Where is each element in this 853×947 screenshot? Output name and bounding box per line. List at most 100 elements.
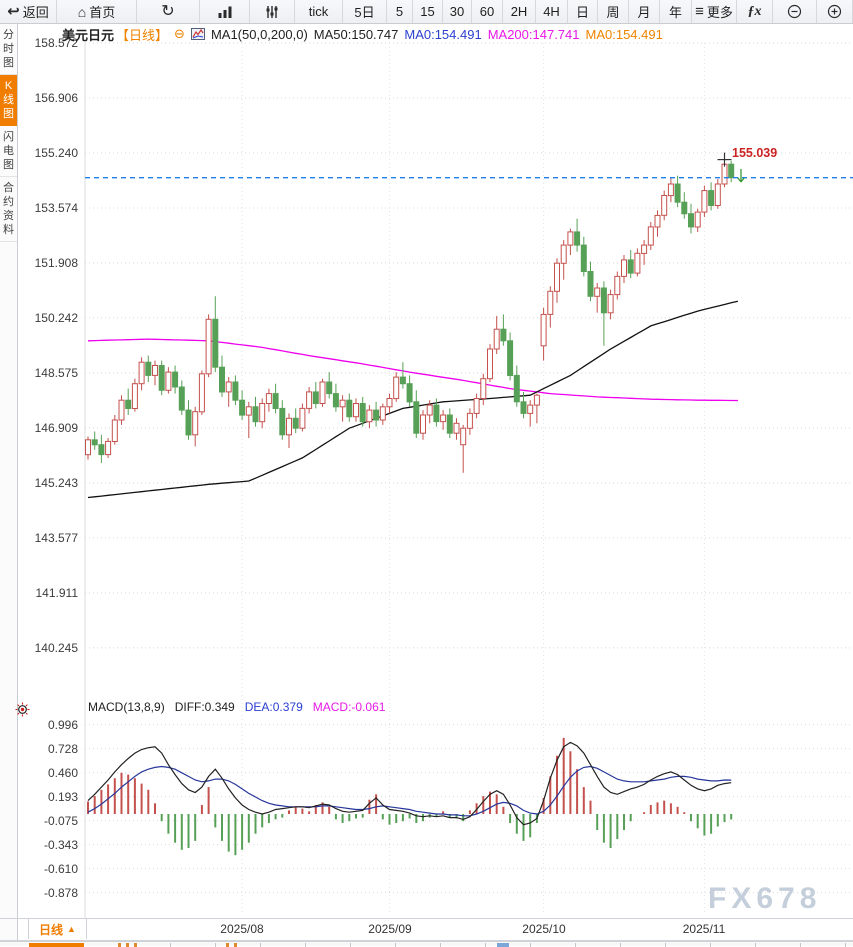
candle-body — [600, 287, 607, 314]
toolbar-button-60m[interactable]: 60 — [472, 0, 503, 23]
candle-body — [219, 366, 225, 393]
toolbar-button-day[interactable]: 日 — [568, 0, 598, 23]
ma0-orange-value: MA0:154.491 — [585, 26, 663, 42]
candle-body — [393, 376, 400, 400]
macd-axis-tick: -0.610 — [43, 862, 78, 876]
cutoff-mark — [497, 943, 509, 947]
toolbar-button-more[interactable]: ≡ 更多 — [692, 0, 737, 23]
toolbar-button-zoom-out[interactable] — [773, 0, 817, 23]
sidebar-item-contract-info[interactable]: 合 约 资 料 — [0, 177, 17, 242]
macd-diff-value: DIFF:0.349 — [174, 700, 235, 714]
symbol-name: 美元日元 — [62, 27, 115, 43]
toolbar-button-week[interactable]: 周 — [598, 0, 629, 23]
toolbar-button-label: 5 — [395, 4, 404, 19]
toolbar-button-5d[interactable]: 5日 — [343, 0, 387, 23]
macd-diff-line — [87, 741, 732, 826]
candle-body — [245, 406, 252, 416]
toolbar-button-refresh[interactable]: ↻ — [137, 0, 200, 23]
candle-body — [152, 365, 158, 376]
candle-body — [379, 406, 386, 421]
candle-body — [654, 214, 661, 228]
macd-axis-tick: 0.193 — [47, 790, 78, 804]
cutoff-mark — [755, 943, 756, 947]
toolbar-button-back[interactable]: ↩ 返回 — [0, 0, 57, 23]
candle-body — [520, 401, 527, 414]
toolbar-button-month[interactable]: 月 — [629, 0, 660, 23]
candle-body — [165, 371, 172, 391]
macd-axis-tick: 0.460 — [47, 766, 78, 780]
toolbar-button-year[interactable]: 年 — [660, 0, 692, 23]
toolbar-button-15m[interactable]: 15 — [413, 0, 443, 23]
candle-body — [426, 404, 433, 416]
candle-body — [172, 371, 179, 388]
candle-body — [259, 403, 266, 423]
ma50-value: MA50:150.747 — [313, 26, 399, 42]
sidebar-item-lightning-chart[interactable]: 闪 电 图 — [0, 126, 17, 177]
ma-chart-icon[interactable] — [190, 28, 205, 40]
candle-body — [580, 244, 587, 273]
macd-axis-tick: -0.075 — [43, 814, 78, 828]
candle-body — [554, 262, 560, 292]
cutoff-mark — [260, 943, 261, 947]
price-axis-tick: 155.240 — [34, 146, 78, 160]
candle-body — [661, 195, 668, 216]
toolbar-button-fx[interactable]: ƒx — [737, 0, 773, 23]
candle-body — [359, 403, 366, 423]
toolbar-button-home[interactable]: ⌂ 首页 — [57, 0, 137, 23]
toolbar-button-label: 年 — [668, 5, 682, 20]
ma-settings: MA1(50,0,200,0) — [210, 26, 308, 42]
indicator-settings-icon[interactable] — [15, 702, 30, 722]
collapse-icon[interactable]: ⊖ — [174, 26, 185, 41]
candle-body — [533, 394, 540, 406]
candle-body — [487, 348, 493, 380]
candle-body — [728, 163, 735, 179]
candle-body — [399, 376, 406, 385]
price-axis-tick: 148.575 — [34, 366, 78, 380]
candle-body — [118, 399, 125, 421]
ma200-line — [87, 338, 738, 402]
toolbar-button-indicators[interactable] — [250, 0, 295, 23]
sidebar-item-timeline-chart[interactable]: 分 时 图 — [0, 24, 17, 75]
candle-body — [306, 391, 313, 409]
cutoff-mark — [440, 943, 441, 947]
candle-body — [292, 417, 299, 429]
macd-axis-tick: -0.878 — [43, 886, 78, 900]
toolbar-button-label: tick — [308, 4, 329, 19]
toolbar-button-chart-style[interactable] — [200, 0, 250, 23]
cutoff-mark — [134, 943, 137, 947]
candle-body — [708, 190, 715, 207]
candle-body — [527, 404, 534, 414]
candle-body — [560, 244, 567, 264]
sidebar-item-kline-chart[interactable]: K 线 图 — [0, 75, 17, 126]
toolbar-button-label: 月 — [637, 5, 651, 20]
candle-body — [145, 361, 152, 376]
candle-body — [326, 381, 333, 395]
ma50-line — [87, 300, 739, 499]
back-arrow-icon: ↩ — [7, 3, 20, 20]
toolbar-button-30m[interactable]: 30 — [443, 0, 472, 23]
cutoff-mark — [350, 943, 351, 947]
cutoff-mark — [226, 943, 229, 947]
cutoff-mark — [118, 943, 121, 947]
toolbar-button-label: 5日 — [354, 5, 375, 20]
period-tab-daily[interactable]: 日线 ▲ — [28, 919, 87, 939]
toolbar-button-4h[interactable]: 4H — [536, 0, 568, 23]
toolbar-button-tick[interactable]: tick — [295, 0, 343, 23]
price-axis-tick: 146.909 — [34, 421, 78, 435]
cutoff-mark — [800, 943, 801, 947]
macd-dea-line — [87, 765, 732, 817]
toolbar-button-label: 首页 — [89, 5, 116, 20]
macd-dea-value: DEA:0.379 — [244, 700, 303, 714]
toolbar-button-5m[interactable]: 5 — [387, 0, 413, 23]
candle-body — [688, 213, 694, 228]
candle-body — [125, 399, 132, 410]
toolbar-button-2h[interactable]: 2H — [503, 0, 536, 23]
caret-up-icon: ▲ — [67, 924, 76, 934]
zoom-out-icon — [787, 4, 802, 19]
candle-body — [493, 328, 500, 350]
candle-body — [366, 409, 373, 423]
candle-body — [694, 211, 701, 228]
candle-body — [607, 294, 614, 314]
